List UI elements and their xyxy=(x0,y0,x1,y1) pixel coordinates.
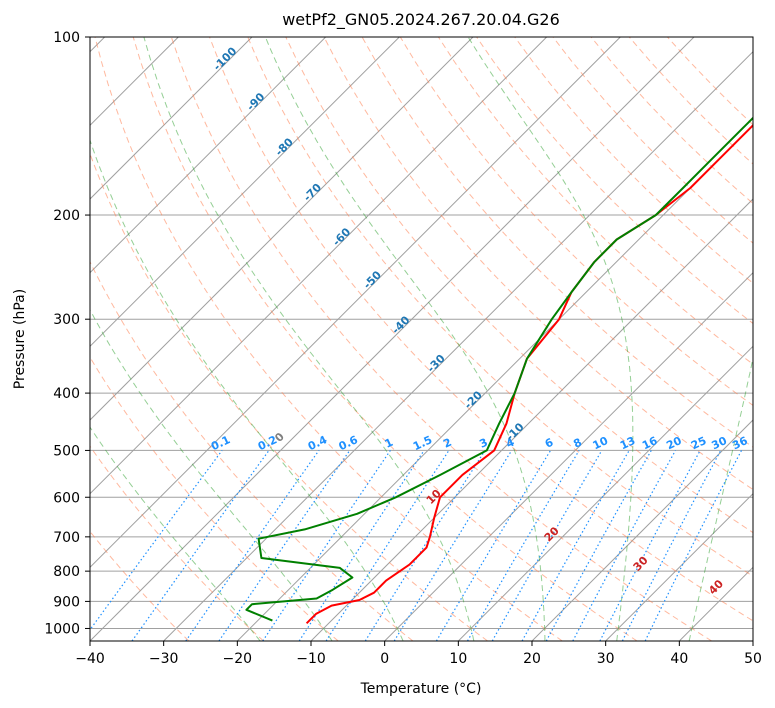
y-tick-label-9: 1000 xyxy=(44,621,80,637)
y-tick-label-4: 500 xyxy=(53,443,80,459)
plot-background xyxy=(90,37,753,641)
mixing-ratio-line-1 xyxy=(131,450,270,641)
x-tick-label-8: 40 xyxy=(670,651,688,667)
mixing-ratio-label-15: 25 xyxy=(689,434,708,452)
isotherm--90 xyxy=(90,37,327,274)
profile-line-1 xyxy=(245,116,753,622)
x-tick-label-7: 30 xyxy=(597,651,615,667)
y-tick-label-6: 700 xyxy=(53,530,80,546)
mixing-ratio-line-6 xyxy=(325,450,450,641)
isotherm--70 xyxy=(90,37,474,421)
dry-adiabat-50 xyxy=(209,37,753,622)
dry-adiabat-130 xyxy=(514,37,753,284)
mixing-ratio-line-8 xyxy=(393,450,513,641)
mixing-ratio-line-0 xyxy=(90,450,223,631)
mixing-ratio-label-16: 30 xyxy=(710,434,730,452)
x-tick-label-5: 10 xyxy=(449,651,467,667)
y-tick-label-5: 600 xyxy=(53,490,80,506)
mixing-ratio-label-17: 36 xyxy=(730,434,750,452)
x-tick-label-6: 20 xyxy=(523,651,541,667)
mixing-ratio-line-16 xyxy=(621,450,722,641)
moist-adiabat-10 xyxy=(143,37,475,641)
chart-title: wetPf2_GN05.2024.267.20.04.G26 xyxy=(282,10,560,30)
plot-frame xyxy=(89,36,754,642)
x-tick-label-2: −20 xyxy=(223,651,253,667)
x-tick-label-9: 50 xyxy=(744,651,762,667)
isotherm-20 xyxy=(531,419,753,641)
mixing-ratio-line-5 xyxy=(298,450,425,641)
x-tick-label-1: −30 xyxy=(149,651,179,667)
x-tick-label-4: 0 xyxy=(380,651,389,667)
y-tick-label-1: 200 xyxy=(53,208,80,224)
dry-adiabat-40 xyxy=(170,37,712,641)
dry-adiabat-0 xyxy=(90,260,414,641)
dry-adiabat--20 xyxy=(90,445,264,641)
mixing-ratio-label-13: 16 xyxy=(640,434,660,452)
y-tick-label-0: 100 xyxy=(53,30,80,46)
mixing-ratio-line-14 xyxy=(572,450,677,641)
dry-adiabat-120 xyxy=(476,37,753,325)
y-tick-label-7: 800 xyxy=(53,564,80,580)
x-tick-label-0: −40 xyxy=(75,651,105,667)
moist-adiabat-40 xyxy=(688,355,753,641)
mixing-ratio-line-12 xyxy=(521,450,630,641)
y-axis-label: Pressure (hPa) xyxy=(12,289,28,389)
mixing-ratio-line-2 xyxy=(185,450,320,641)
isotherm--30 xyxy=(163,50,753,641)
mixing-ratio-label-14: 20 xyxy=(664,434,684,452)
mixing-ratio-line-3 xyxy=(218,450,351,641)
isotherm-0 xyxy=(384,271,753,641)
moist-adiabat--20 xyxy=(90,426,261,641)
isotherm-10 xyxy=(457,345,753,641)
dry-adiabat-80 xyxy=(323,37,753,491)
x-tick-label-3: −10 xyxy=(296,651,326,667)
dry-adiabat-30 xyxy=(132,37,638,641)
y-tick-label-2: 300 xyxy=(53,312,80,328)
mixing-ratio-line-13 xyxy=(545,450,652,641)
profile-line-0 xyxy=(305,123,753,625)
isotherm--100 xyxy=(90,37,253,200)
mixing-ratio-line-17 xyxy=(644,450,743,641)
mixing-ratio-label-12: 13 xyxy=(618,434,637,452)
dry-adiabat-70 xyxy=(285,37,753,534)
isotherm-30 xyxy=(605,492,753,641)
moist-adiabat-20 xyxy=(264,37,546,641)
dry-adiabat-20 xyxy=(94,37,563,641)
mixing-ratio-label-11: 10 xyxy=(591,434,611,452)
isotherm--60 xyxy=(90,37,548,495)
y-tick-label-8: 900 xyxy=(53,594,80,610)
dry-adiabat--10 xyxy=(90,356,339,641)
isotherm--40 xyxy=(90,37,695,641)
mixing-ratio-line-4 xyxy=(262,450,391,641)
isotherm--80 xyxy=(90,37,400,348)
dry-adiabat-60 xyxy=(247,37,753,577)
x-axis-label: Temperature (°C) xyxy=(360,681,482,697)
moist-adiabat-0 xyxy=(90,138,404,641)
isotherm-50 xyxy=(752,640,753,641)
y-tick-label-3: 400 xyxy=(53,386,80,402)
isotherm--50 xyxy=(90,37,621,569)
